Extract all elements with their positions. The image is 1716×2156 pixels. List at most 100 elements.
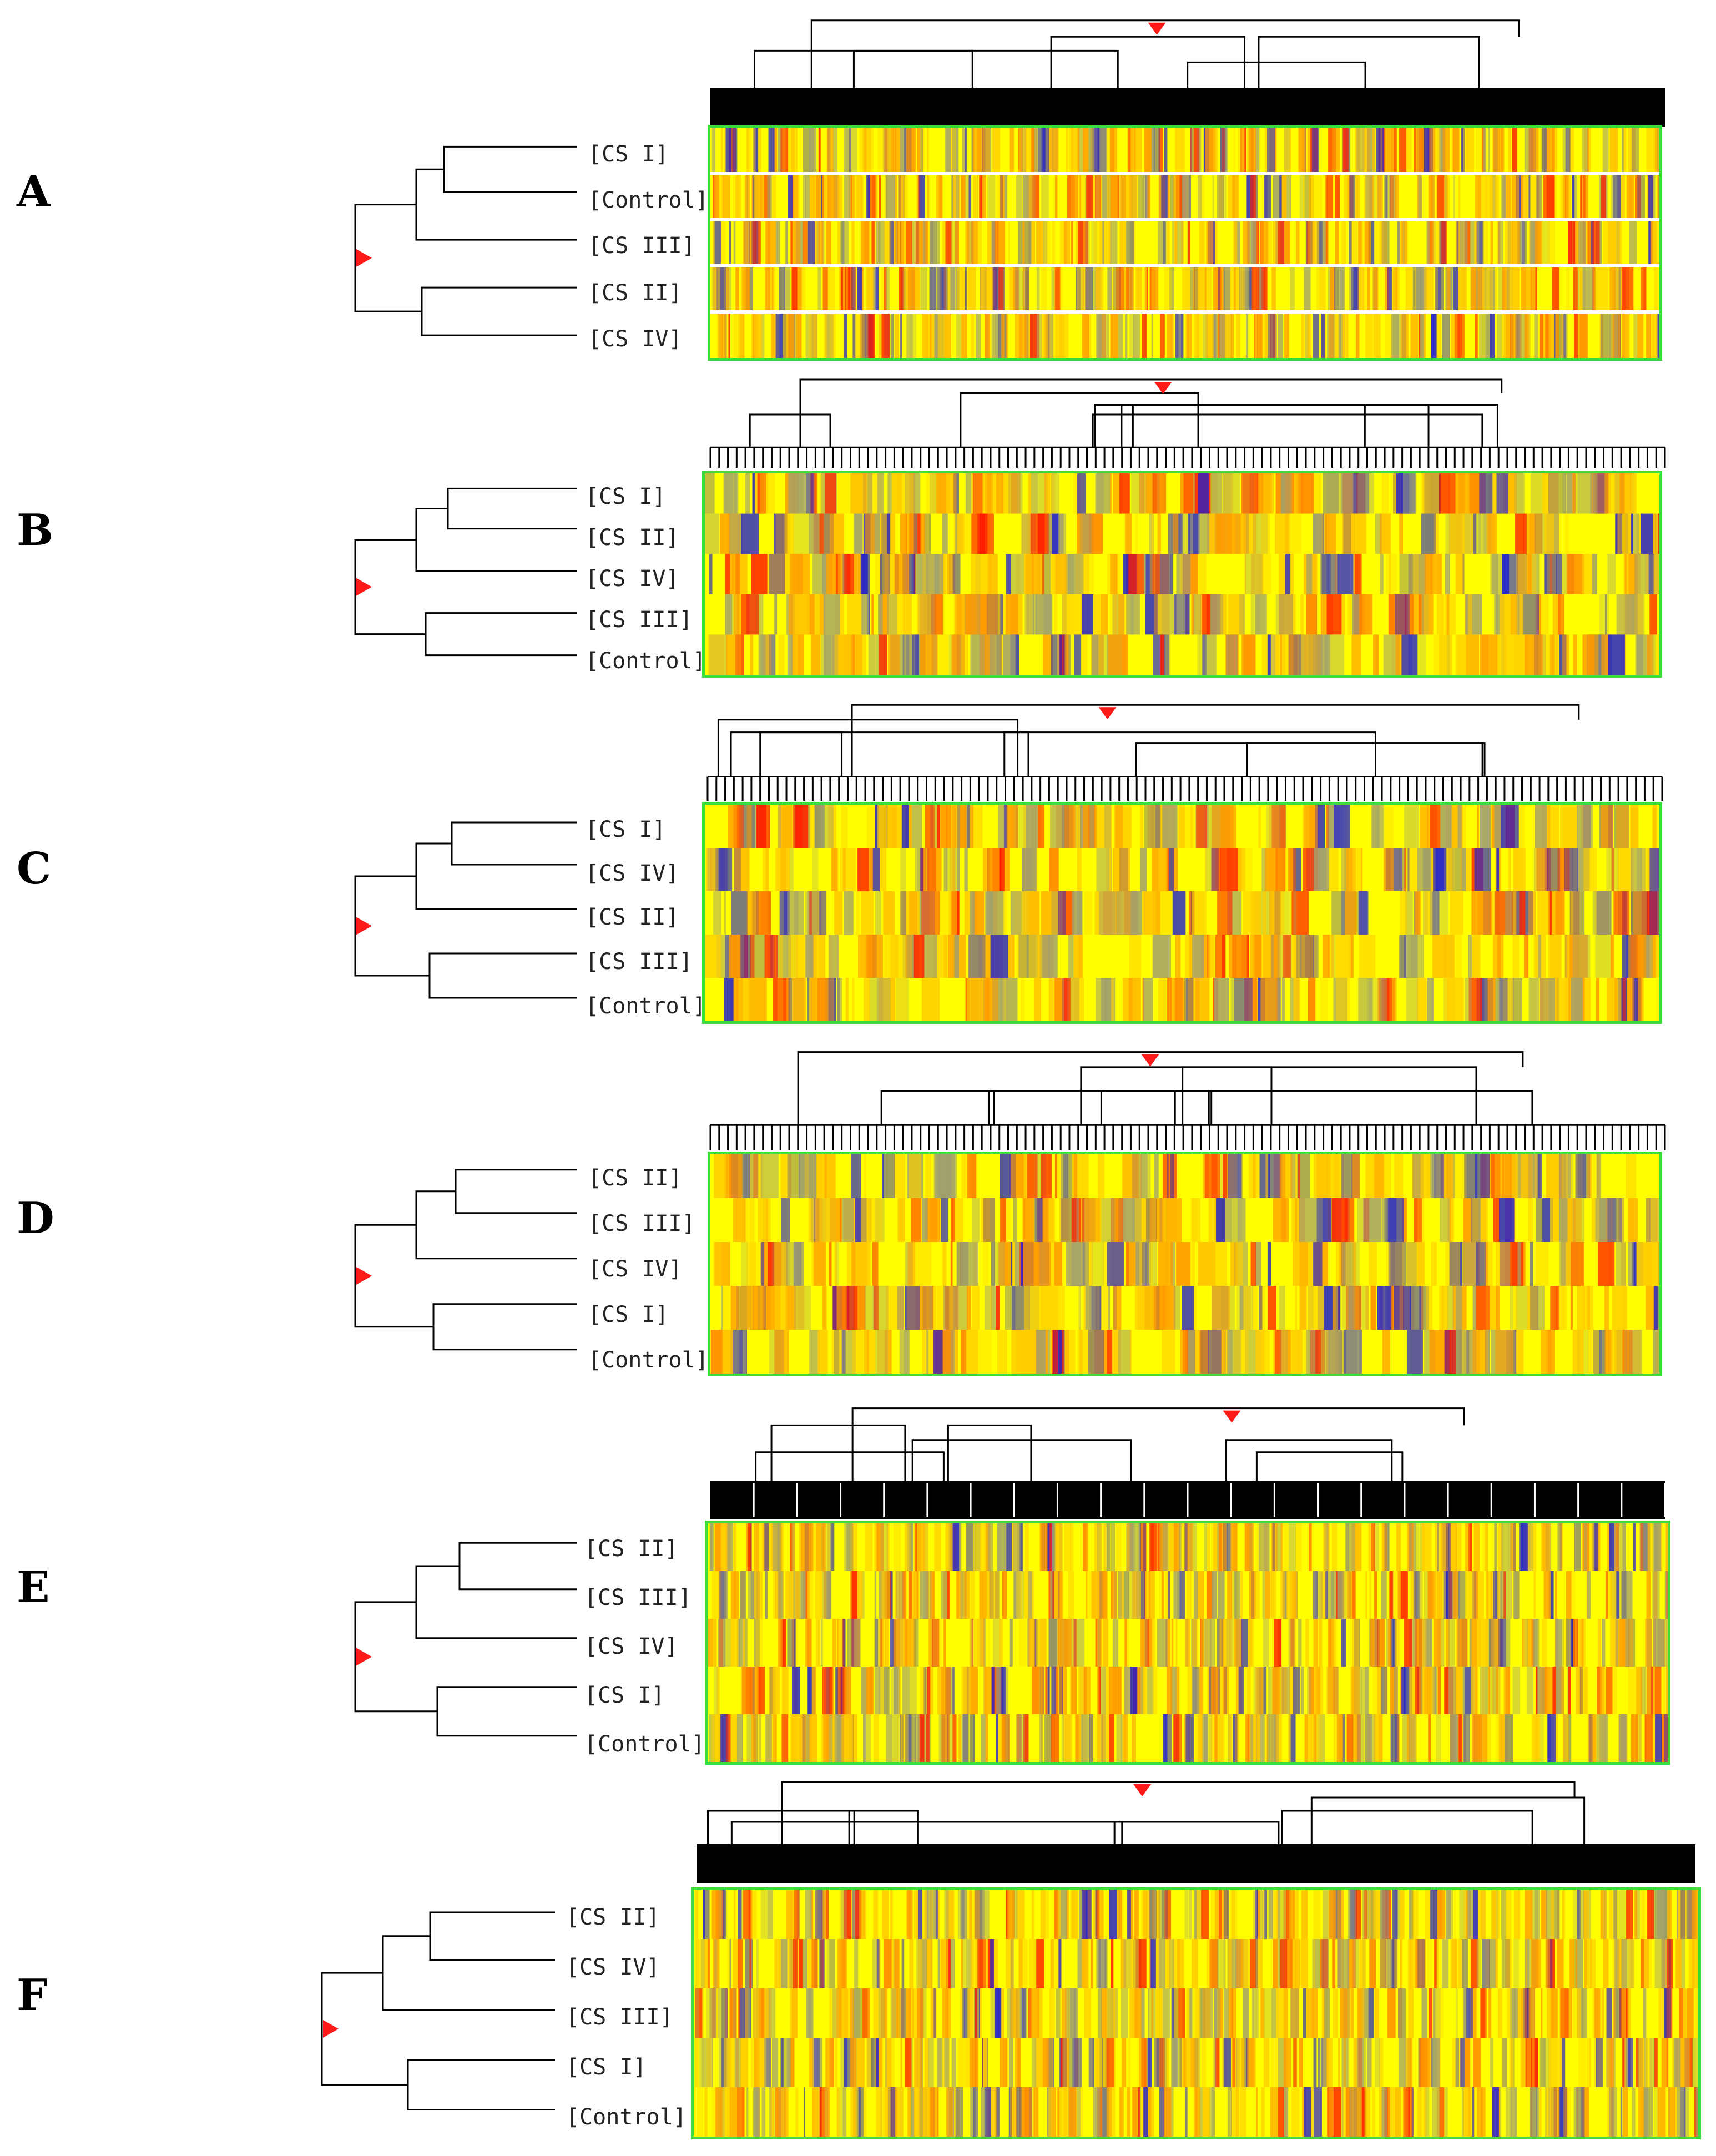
heatmap-cell [1230, 473, 1240, 514]
heatmap-cell [743, 1330, 746, 1374]
heatmap-cell [1041, 1286, 1058, 1330]
heatmap-cell [1270, 1571, 1276, 1619]
heatmap-cell [1111, 978, 1114, 1021]
heatmap-cell [1250, 174, 1256, 220]
heatmap-cell [1407, 848, 1410, 891]
heatmap-cell [1521, 1523, 1528, 1571]
heatmap-cell [921, 891, 940, 935]
heatmap-cell [1233, 266, 1236, 312]
heatmap-cell [1605, 1571, 1608, 1619]
heatmap-cell [1613, 220, 1622, 266]
heatmap-cell [1247, 220, 1254, 266]
heatmap-cell [708, 1619, 714, 1667]
heatmap-cell [1313, 634, 1328, 675]
heatmap-cell [1466, 1523, 1469, 1571]
heatmap-cell [1382, 1330, 1391, 1374]
heatmap-cell [1441, 1523, 1448, 1571]
heatmap-cell [980, 1523, 987, 1571]
dendrogram-branch [451, 821, 577, 866]
heatmap-cell [1334, 266, 1340, 312]
heatmap-cell [1047, 312, 1053, 358]
heatmap-cell [1402, 220, 1405, 266]
heatmap-cell [837, 220, 840, 266]
heatmap-cell [716, 312, 723, 358]
heatmap-cell [827, 1523, 832, 1571]
heatmap-cell [1351, 1571, 1355, 1619]
heatmap-cell [1496, 473, 1508, 514]
heatmap-cell [936, 174, 942, 220]
heatmap-cell [996, 473, 1004, 514]
heatmap-cell [1278, 978, 1281, 1021]
heatmap-cell [1429, 1330, 1445, 1374]
heatmap-cell [1482, 1619, 1486, 1667]
heatmap-cell [1191, 594, 1194, 635]
heatmap-cell [884, 1667, 890, 1714]
root-marker-icon [356, 1648, 372, 1666]
heatmap-cell [1233, 128, 1236, 174]
heatmap-cell [1400, 891, 1407, 935]
heatmap-cell [960, 805, 966, 848]
heatmap-cell [1483, 891, 1491, 935]
heatmap-cell [1570, 1286, 1573, 1330]
heatmap-cell [867, 312, 875, 358]
heatmap-cell [1533, 848, 1547, 891]
heatmap-cell [1500, 1154, 1503, 1198]
heatmap-cell [1609, 128, 1618, 174]
heatmap-cell [899, 266, 905, 312]
heatmap-cell [1366, 473, 1374, 514]
heatmap-cell [917, 174, 920, 220]
heatmap-cell [713, 1330, 723, 1374]
heatmap-cell [1251, 128, 1257, 174]
heatmap-cell [746, 805, 752, 848]
heatmap-cell [812, 1523, 816, 1571]
heatmap-cell [1545, 1523, 1552, 1571]
heatmap-cell [1656, 634, 1659, 675]
heatmap-cell [1001, 1198, 1011, 1242]
heatmap-cell [1193, 266, 1195, 312]
heatmap-cell [926, 554, 944, 594]
heatmap-cell [853, 1286, 866, 1330]
heatmap-cell [979, 174, 983, 220]
heatmap-cell [1118, 312, 1123, 358]
heatmap-cell [913, 266, 920, 312]
dendrogram-branch [770, 1424, 906, 1481]
heatmap-cell [1657, 1619, 1665, 1667]
heatmap-cell [1485, 1242, 1488, 1286]
heatmap-cell [1627, 266, 1633, 312]
row-label: [CS II] [588, 280, 682, 306]
heatmap-cell [1547, 848, 1551, 891]
heatmap-cell [1394, 1154, 1404, 1198]
heatmap-cell [1485, 1523, 1488, 1571]
heatmap-cell [1098, 1154, 1105, 1198]
heatmap-cell [713, 220, 715, 266]
heatmap-cell [1453, 266, 1458, 312]
heatmap-cell [1540, 128, 1547, 174]
heatmap-cell [1308, 978, 1316, 1021]
heatmap-cell [1302, 128, 1304, 174]
heatmap-cell [1577, 473, 1596, 514]
heatmap-cell [1472, 1330, 1486, 1374]
heatmap-cell [1502, 1154, 1512, 1198]
heatmap-cell [1079, 513, 1092, 554]
heatmap-cell [1071, 1242, 1089, 1286]
heatmap-cell [1651, 220, 1659, 266]
heatmap-cell [1199, 1330, 1209, 1374]
heatmap-cell [1376, 128, 1384, 174]
heatmap-cell [758, 1523, 765, 1571]
heatmap-cell [1326, 554, 1337, 594]
dendrogram-branch [911, 1439, 1132, 1481]
heatmap-cell [1549, 128, 1555, 174]
heatmap-cell [1410, 312, 1419, 358]
heatmap-cell [983, 1198, 995, 1242]
heatmap-cell [809, 128, 817, 174]
heatmap-cell [1300, 1667, 1304, 1714]
heatmap-cell [1628, 935, 1647, 978]
heatmap-cell [947, 1571, 950, 1619]
heatmap-cell [1222, 266, 1230, 312]
heatmap-cell [944, 220, 946, 266]
heatmap-cell [1308, 312, 1311, 358]
heatmap-cell [754, 1619, 760, 1667]
heatmap-cell [738, 312, 745, 358]
heatmap-cell [1152, 473, 1167, 514]
heatmap-cell [1083, 128, 1089, 174]
